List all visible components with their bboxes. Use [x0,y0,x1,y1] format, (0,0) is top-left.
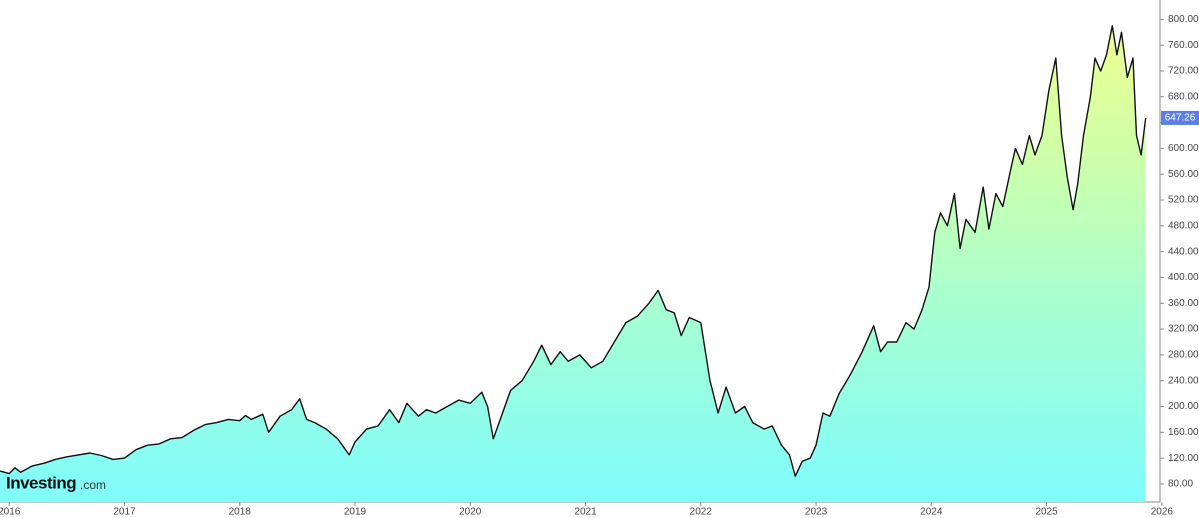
y-tick-label: 360.00 [1168,298,1199,309]
x-tick-label: 2020 [459,507,482,518]
y-tick-label: 240.00 [1168,375,1199,386]
area [0,25,1146,503]
y-tick-label: 600.00 [1168,143,1199,154]
y-tick-label: 560.00 [1168,169,1199,180]
logo: Investing [6,473,76,492]
x-tick-label: 2025 [1035,507,1058,518]
y-tick-label: 680.00 [1168,91,1199,102]
y-tick-label: 720.00 [1168,66,1199,77]
y-tick-label: 400.00 [1168,272,1199,283]
logo-suffix: .com [80,478,106,492]
price-line [0,25,1147,477]
x-tick-label: 2023 [805,507,828,518]
x-tick-label: 2021 [574,507,597,518]
y-tick-label: 440.00 [1168,246,1199,257]
x-tick-label: 2024 [920,507,943,518]
y-tick-label: 160.00 [1168,427,1199,438]
x-tick-label: 2019 [344,507,367,518]
y-tick-label: 320.00 [1168,324,1199,335]
x-tick-label: 2022 [690,507,713,518]
y-tick-label: 280.00 [1168,350,1199,361]
last-price-box [1161,110,1199,125]
x-tick-label: 2018 [229,507,252,518]
y-tick-label: 80.00 [1168,479,1193,490]
y-tick-label: 120.00 [1168,453,1199,464]
y-tick-label: 200.00 [1168,401,1199,412]
y-tick-label: 760.00 [1168,40,1199,51]
x-tick-label: 2026 [1151,507,1174,518]
x-tick-label: 2016 [0,507,21,518]
y-tick-label: 800.00 [1168,14,1199,25]
y-tick-label: 520.00 [1168,195,1199,206]
y-tick-label: 480.00 [1168,220,1199,231]
x-tick-label: 2017 [113,507,136,518]
last-price-label: 647.26 [1165,113,1196,124]
